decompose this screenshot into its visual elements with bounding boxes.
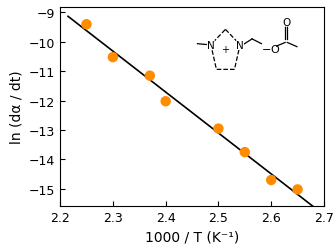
Point <box>242 150 247 154</box>
Text: N: N <box>207 41 215 50</box>
Text: +: + <box>221 44 229 54</box>
Point <box>110 56 116 60</box>
Text: $-$O: $-$O <box>261 42 281 54</box>
X-axis label: 1000 / T (K⁻¹): 1000 / T (K⁻¹) <box>145 230 239 244</box>
Text: O: O <box>282 18 290 27</box>
Point <box>147 74 153 78</box>
Y-axis label: ln (dα / dt): ln (dα / dt) <box>9 70 23 144</box>
Point <box>216 127 221 131</box>
Text: N: N <box>236 41 244 50</box>
Point <box>295 188 300 192</box>
Point <box>269 178 274 182</box>
Point <box>163 100 168 104</box>
Point <box>84 23 89 27</box>
